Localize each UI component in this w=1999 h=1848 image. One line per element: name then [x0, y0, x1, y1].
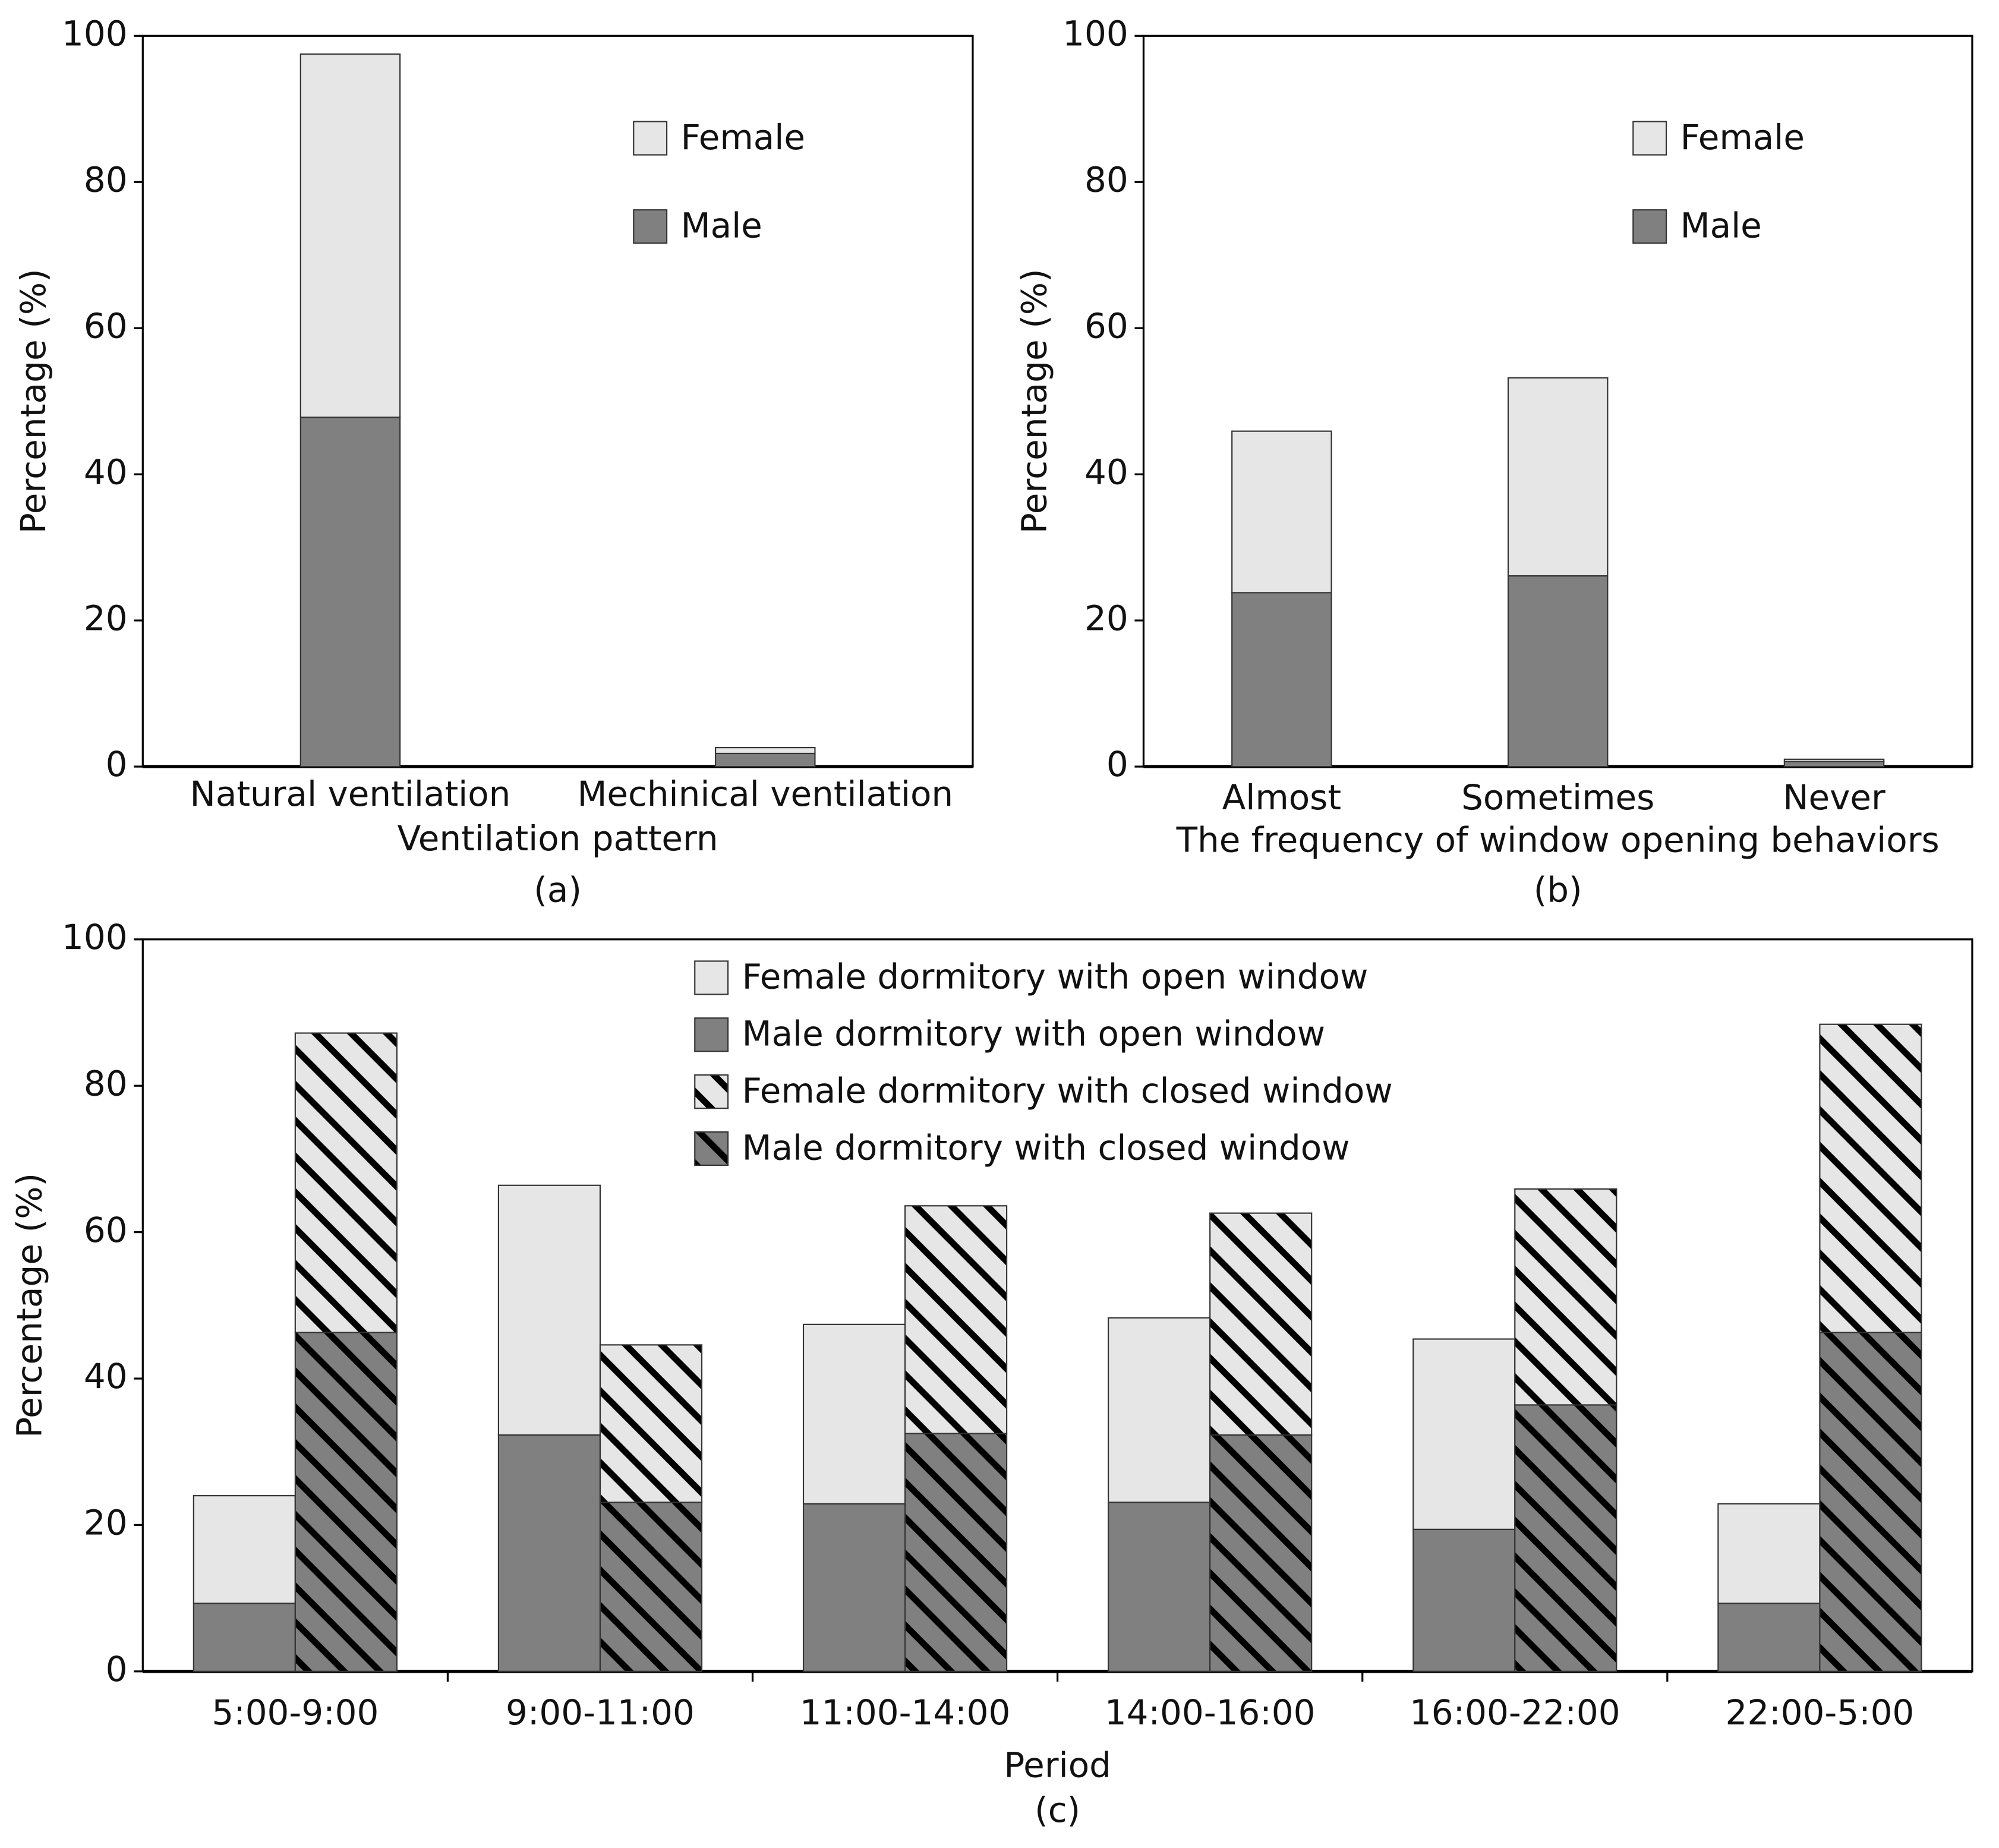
- bar-segment: [299, 417, 401, 768]
- y-tick-label: 100: [1062, 13, 1128, 53]
- bar-segment: [1507, 575, 1609, 768]
- y-tick-label: 80: [1084, 159, 1128, 200]
- legend-label: Male: [681, 205, 762, 245]
- bar-segment: [497, 1184, 601, 1436]
- x-tick-label: 5:00-9:00: [212, 1692, 379, 1733]
- y-tick-label: 100: [62, 917, 128, 957]
- legend-label: Female: [1680, 117, 1805, 157]
- bar-segment: [193, 1495, 296, 1604]
- x-axis-label: The frequency of window opening behavior…: [1176, 819, 1940, 860]
- legend-label: Female: [681, 117, 805, 157]
- bar-segment: [1717, 1603, 1821, 1672]
- legend-swatch: [633, 209, 668, 244]
- x-tick-label: Natural ventilation: [190, 774, 511, 814]
- x-tick-label: 16:00-22:00: [1410, 1692, 1620, 1733]
- y-tick-label: 60: [84, 1210, 128, 1250]
- legend-label: Male: [1680, 205, 1762, 245]
- bar-segment: [497, 1434, 601, 1672]
- y-axis-label: Percentage (%): [1014, 269, 1054, 534]
- y-tick-label: 0: [1106, 744, 1128, 784]
- bar-segment: [802, 1503, 906, 1672]
- x-tick-label: Almost: [1222, 777, 1341, 818]
- x-tick-label: 14:00-16:00: [1105, 1692, 1316, 1733]
- bar-segment: [1514, 1188, 1618, 1406]
- bar-segment: [1819, 1023, 1922, 1333]
- y-tick-label: 20: [84, 1502, 128, 1543]
- bar-segment: [1507, 377, 1609, 577]
- y-tick-label: 80: [84, 159, 128, 200]
- bar-segment: [1231, 430, 1332, 594]
- bar-segment: [1209, 1434, 1313, 1672]
- legend-label: Female dormitory with open window: [742, 957, 1369, 997]
- bar-segment: [193, 1603, 296, 1672]
- bar-segment: [715, 752, 816, 768]
- bar-segment: [802, 1323, 906, 1505]
- bar-segment: [904, 1433, 1008, 1672]
- bar-segment: [1412, 1338, 1516, 1530]
- bar-segment: [599, 1502, 703, 1672]
- bar-segment: [1717, 1503, 1821, 1604]
- bar-segment: [904, 1205, 1008, 1434]
- bar-segment: [294, 1332, 398, 1672]
- bar-segment: [1819, 1332, 1922, 1672]
- x-tick-label: 9:00-11:00: [506, 1692, 695, 1733]
- caption: (c): [1035, 1790, 1080, 1830]
- y-tick-label: 40: [84, 1356, 128, 1396]
- caption: (a): [534, 869, 582, 910]
- legend-swatch: [694, 960, 729, 995]
- caption: (b): [1534, 869, 1582, 910]
- x-tick-label: 11:00-14:00: [800, 1692, 1011, 1733]
- y-tick-label: 0: [106, 1649, 128, 1689]
- bar-segment: [599, 1344, 703, 1503]
- x-axis-label: Ventilation pattern: [398, 818, 718, 859]
- y-tick-label: 40: [1084, 452, 1128, 492]
- y-tick-label: 20: [1084, 598, 1128, 638]
- bar-segment: [1231, 592, 1332, 768]
- legend-swatch: [633, 121, 668, 156]
- y-axis-label: Percentage (%): [13, 269, 53, 534]
- legend-swatch: [694, 1017, 729, 1052]
- plot-frame: [141, 34, 974, 768]
- x-tick-label: Sometimes: [1461, 777, 1654, 818]
- y-tick-label: 0: [106, 744, 128, 784]
- bar-segment: [299, 53, 401, 418]
- bar-segment: [1209, 1212, 1313, 1436]
- legend-label: Female dormitory with closed window: [742, 1070, 1393, 1111]
- bar-segment: [1412, 1528, 1516, 1672]
- x-tick-label: Mechinical ventilation: [577, 774, 953, 814]
- y-axis-label: Percentage (%): [10, 1173, 50, 1438]
- legend-swatch: [694, 1131, 729, 1166]
- y-tick-label: 80: [84, 1063, 128, 1103]
- bar-segment: [1783, 761, 1885, 768]
- legend-swatch: [1632, 209, 1667, 244]
- bar-segment: [1514, 1404, 1618, 1672]
- bar-segment: [294, 1032, 398, 1333]
- legend-label: Male dormitory with open window: [742, 1013, 1325, 1054]
- y-tick-label: 60: [84, 305, 128, 346]
- bar-segment: [1108, 1317, 1211, 1503]
- legend-swatch: [694, 1074, 729, 1109]
- y-tick-label: 60: [1084, 305, 1128, 346]
- y-tick-label: 100: [62, 13, 128, 53]
- legend-swatch: [1632, 121, 1667, 156]
- bar-segment: [715, 747, 816, 755]
- y-tick-label: 40: [84, 452, 128, 492]
- bar-segment: [1108, 1502, 1211, 1672]
- x-axis-label: Period: [1004, 1745, 1111, 1785]
- x-tick-label: Never: [1783, 777, 1886, 818]
- bar-segment: [1783, 758, 1885, 762]
- y-tick-label: 20: [84, 598, 128, 638]
- legend-label: Male dormitory with closed window: [742, 1127, 1350, 1168]
- x-tick-label: 22:00-5:00: [1725, 1692, 1914, 1733]
